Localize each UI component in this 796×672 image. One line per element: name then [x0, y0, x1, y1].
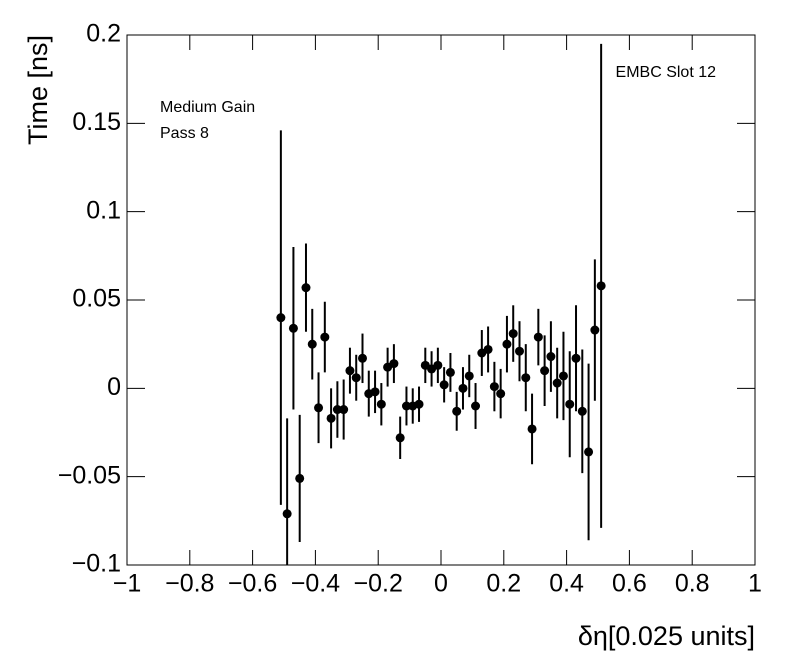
data-point [320, 332, 330, 342]
data-point [521, 373, 531, 383]
x-tick-label: −0.8 [165, 570, 214, 598]
annotation: EMBC Slot 12 [616, 64, 717, 81]
data-point [527, 424, 537, 434]
data-point [471, 401, 481, 411]
data-point [540, 366, 550, 376]
y-axis-title: Time [ns] [23, 35, 53, 145]
data-point [439, 380, 449, 390]
data-point [370, 387, 380, 397]
data-point [590, 325, 600, 335]
data-point [496, 389, 506, 399]
data-point [288, 323, 298, 333]
data-point [565, 399, 575, 409]
data-point [351, 373, 361, 383]
data-point [571, 353, 581, 363]
data-point [558, 371, 568, 381]
x-tick-label: 0 [434, 570, 448, 598]
y-tick-label: 0.05 [72, 285, 121, 313]
x-tick-label: 0.8 [675, 570, 710, 598]
data-point [546, 352, 556, 362]
data-point [389, 359, 399, 369]
annotation: Medium Gain [160, 99, 255, 116]
data-point [414, 399, 424, 409]
data-point [276, 313, 286, 323]
y-tick-label: −0.1 [72, 550, 121, 578]
data-point [314, 403, 324, 413]
data-point [483, 344, 493, 354]
data-point [452, 406, 462, 416]
data-point [345, 366, 355, 376]
annotation: Pass 8 [160, 125, 209, 142]
y-tick-label: 0.15 [72, 108, 121, 136]
data-point [584, 447, 594, 457]
data-point [295, 473, 305, 483]
x-tick-label: 0.6 [612, 570, 647, 598]
x-axis-title: δη[0.025 units] [578, 621, 755, 651]
x-tick-label: −0.4 [291, 570, 340, 598]
data-point [502, 339, 512, 349]
x-tick-label: 0.4 [549, 570, 584, 598]
y-tick-label: −0.05 [58, 461, 121, 489]
y-tick-label: 0.2 [86, 20, 121, 48]
data-point [596, 281, 606, 291]
data-point [339, 405, 349, 415]
data-point [458, 383, 468, 393]
data-point [301, 283, 311, 293]
y-tick-label: 0.1 [86, 196, 121, 224]
y-tick-label: 0 [107, 373, 121, 401]
data-point [577, 406, 587, 416]
x-tick-label: 1 [748, 570, 762, 598]
data-point [489, 382, 499, 392]
data-point [376, 399, 386, 409]
data-point [445, 367, 455, 377]
data-point [358, 353, 367, 363]
x-tick-label: −0.6 [228, 570, 277, 598]
data-point [332, 405, 342, 415]
x-tick-label: −1 [113, 570, 142, 598]
x-tick-label: 0.2 [486, 570, 521, 598]
data-point [533, 332, 543, 342]
data-point [395, 433, 405, 443]
data-point [508, 329, 518, 339]
data-point [433, 360, 443, 370]
data-point [401, 401, 411, 411]
data-point [326, 413, 336, 423]
data-point [464, 371, 474, 381]
data-point [307, 339, 317, 349]
data-point [515, 346, 524, 356]
x-tick-label: −0.2 [354, 570, 403, 598]
data-point [552, 378, 562, 388]
data-point [282, 509, 292, 519]
